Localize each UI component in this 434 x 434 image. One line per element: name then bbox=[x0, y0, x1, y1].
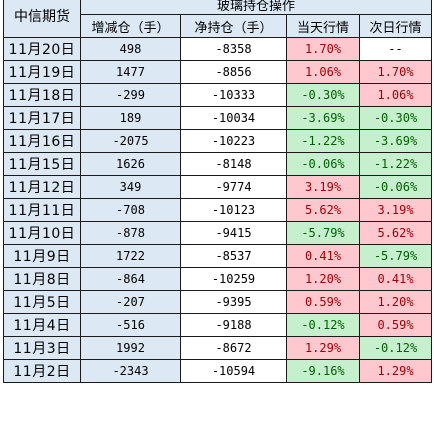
next-market-cell: -1.22% bbox=[358, 152, 433, 176]
next-market-cell: -0.30% bbox=[358, 106, 433, 130]
change-cell: 498 bbox=[80, 37, 181, 61]
change-cell: -864 bbox=[80, 267, 181, 291]
today-market-cell: -0.12% bbox=[286, 313, 360, 337]
today-market-cell: -9.16% bbox=[286, 359, 360, 383]
net-position-cell: -8856 bbox=[180, 60, 287, 84]
change-cell: -516 bbox=[80, 313, 181, 337]
column-header-next: 次日行情 bbox=[358, 14, 433, 38]
table-row: 11月5日 -207 -9395 0.59% 1.20% bbox=[3, 290, 433, 314]
next-market-cell: -0.06% bbox=[358, 175, 433, 199]
today-market-cell: -0.30% bbox=[286, 83, 360, 107]
today-market-cell: -5.79% bbox=[286, 221, 360, 245]
next-market-cell: -3.69% bbox=[358, 129, 433, 153]
net-position-cell: -8358 bbox=[180, 37, 287, 61]
today-market-cell: 0.41% bbox=[286, 244, 360, 268]
net-position-cell: -9415 bbox=[180, 221, 287, 245]
today-market-cell: 1.20% bbox=[286, 267, 360, 291]
date-cell: 11月16日 bbox=[3, 129, 81, 153]
date-cell: 11月2日 bbox=[3, 359, 81, 383]
date-cell: 11月20日 bbox=[3, 37, 81, 61]
net-position-cell: -9774 bbox=[180, 175, 287, 199]
next-market-cell: -0.12% bbox=[358, 336, 433, 360]
table-row: 11月20日 498 -8358 1.70% -- bbox=[3, 37, 433, 61]
net-position-cell: -10223 bbox=[180, 129, 287, 153]
today-market-cell: -3.69% bbox=[286, 106, 360, 130]
today-market-cell: 1.29% bbox=[286, 336, 360, 360]
change-cell: 1477 bbox=[80, 60, 181, 84]
net-position-cell: -9188 bbox=[180, 313, 287, 337]
next-market-cell: -5.79% bbox=[358, 244, 433, 268]
table-row: 11月3日 1992 -8672 1.29% -0.12% bbox=[3, 336, 433, 360]
group-title: 玻璃持仓操作 bbox=[79, 0, 433, 15]
next-market-cell: 1.29% bbox=[358, 359, 433, 383]
today-market-cell: 5.62% bbox=[286, 198, 360, 222]
date-cell: 11月4日 bbox=[3, 313, 81, 337]
table-row: 11月16日 -2075 -10223 -1.22% -3.69% bbox=[3, 129, 433, 153]
next-market-cell: 1.06% bbox=[358, 83, 433, 107]
today-market-cell: 1.70% bbox=[286, 37, 360, 61]
net-position-cell: -10594 bbox=[180, 359, 287, 383]
next-market-cell: 0.41% bbox=[358, 267, 433, 291]
date-cell: 11月11日 bbox=[3, 198, 81, 222]
date-cell: 11月9日 bbox=[3, 244, 81, 268]
change-cell: -878 bbox=[80, 221, 181, 245]
table-row: 11月8日 -864 -10259 1.20% 0.41% bbox=[3, 267, 433, 291]
net-position-cell: -10333 bbox=[180, 83, 287, 107]
table-row: 11月12日 349 -9774 3.19% -0.06% bbox=[3, 175, 433, 199]
change-cell: 349 bbox=[80, 175, 181, 199]
next-market-cell: 5.62% bbox=[358, 221, 433, 245]
date-cell: 11月10日 bbox=[3, 221, 81, 245]
table-row: 11月9日 1722 -8537 0.41% -5.79% bbox=[3, 244, 433, 268]
table-row: 11月17日 189 -10034 -3.69% -0.30% bbox=[3, 106, 433, 130]
table-row: 11月11日 -708 -10123 5.62% 3.19% bbox=[3, 198, 433, 222]
date-cell: 11月12日 bbox=[3, 175, 81, 199]
table-row: 11月19日 1477 -8856 1.06% 1.70% bbox=[3, 60, 433, 84]
change-cell: 189 bbox=[80, 106, 181, 130]
net-position-cell: -10123 bbox=[180, 198, 287, 222]
change-cell: -708 bbox=[80, 198, 181, 222]
next-market-cell: -- bbox=[358, 37, 433, 61]
table-row: 11月4日 -516 -9188 -0.12% 0.59% bbox=[3, 313, 433, 337]
table-row: 11月10日 -878 -9415 -5.79% 5.62% bbox=[3, 221, 433, 245]
change-cell: -2343 bbox=[80, 359, 181, 383]
date-cell: 11月15日 bbox=[3, 152, 81, 176]
change-cell: -299 bbox=[80, 83, 181, 107]
today-market-cell: 1.06% bbox=[286, 60, 360, 84]
date-cell: 11月19日 bbox=[3, 60, 81, 84]
change-cell: -207 bbox=[80, 290, 181, 314]
broker-header: 中信期货 bbox=[3, 0, 81, 38]
today-market-cell: -0.06% bbox=[286, 152, 360, 176]
date-cell: 11月3日 bbox=[3, 336, 81, 360]
next-market-cell: 3.19% bbox=[358, 198, 433, 222]
date-cell: 11月5日 bbox=[3, 290, 81, 314]
change-cell: 1626 bbox=[80, 152, 181, 176]
net-position-cell: -9395 bbox=[180, 290, 287, 314]
column-header-today: 当天行情 bbox=[286, 14, 360, 38]
next-market-cell: 0.59% bbox=[358, 313, 433, 337]
net-position-cell: -8537 bbox=[180, 244, 287, 268]
date-cell: 11月17日 bbox=[3, 106, 81, 130]
net-position-cell: -10259 bbox=[180, 267, 287, 291]
next-market-cell: 1.70% bbox=[358, 60, 433, 84]
column-header-net: 净持仓（手） bbox=[180, 14, 287, 38]
change-cell: 1722 bbox=[80, 244, 181, 268]
table-row: 11月15日 1626 -8148 -0.06% -1.22% bbox=[3, 152, 433, 176]
table-row: 11月2日 -2343 -10594 -9.16% 1.29% bbox=[3, 359, 433, 383]
next-market-cell: 1.20% bbox=[358, 290, 433, 314]
date-cell: 11月18日 bbox=[3, 83, 81, 107]
net-position-cell: -8672 bbox=[180, 336, 287, 360]
date-cell: 11月8日 bbox=[3, 267, 81, 291]
net-position-cell: -8148 bbox=[180, 152, 287, 176]
table-row: 11月18日 -299 -10333 -0.30% 1.06% bbox=[3, 83, 433, 107]
net-position-cell: -10034 bbox=[180, 106, 287, 130]
today-market-cell: 0.59% bbox=[286, 290, 360, 314]
today-market-cell: 3.19% bbox=[286, 175, 360, 199]
change-cell: 1992 bbox=[80, 336, 181, 360]
table-body: 11月20日 498 -8358 1.70% -- 11月19日 1477 -8856 1.06… bbox=[3, 37, 433, 383]
change-cell: -2075 bbox=[80, 129, 181, 153]
position-table: 中信期货 玻璃持仓操作 增减仓（手） 净持仓（手） 当天行情 次日行情 11月2… bbox=[3, 0, 433, 383]
today-market-cell: -1.22% bbox=[286, 129, 360, 153]
column-header-change: 增减仓（手） bbox=[80, 14, 181, 38]
